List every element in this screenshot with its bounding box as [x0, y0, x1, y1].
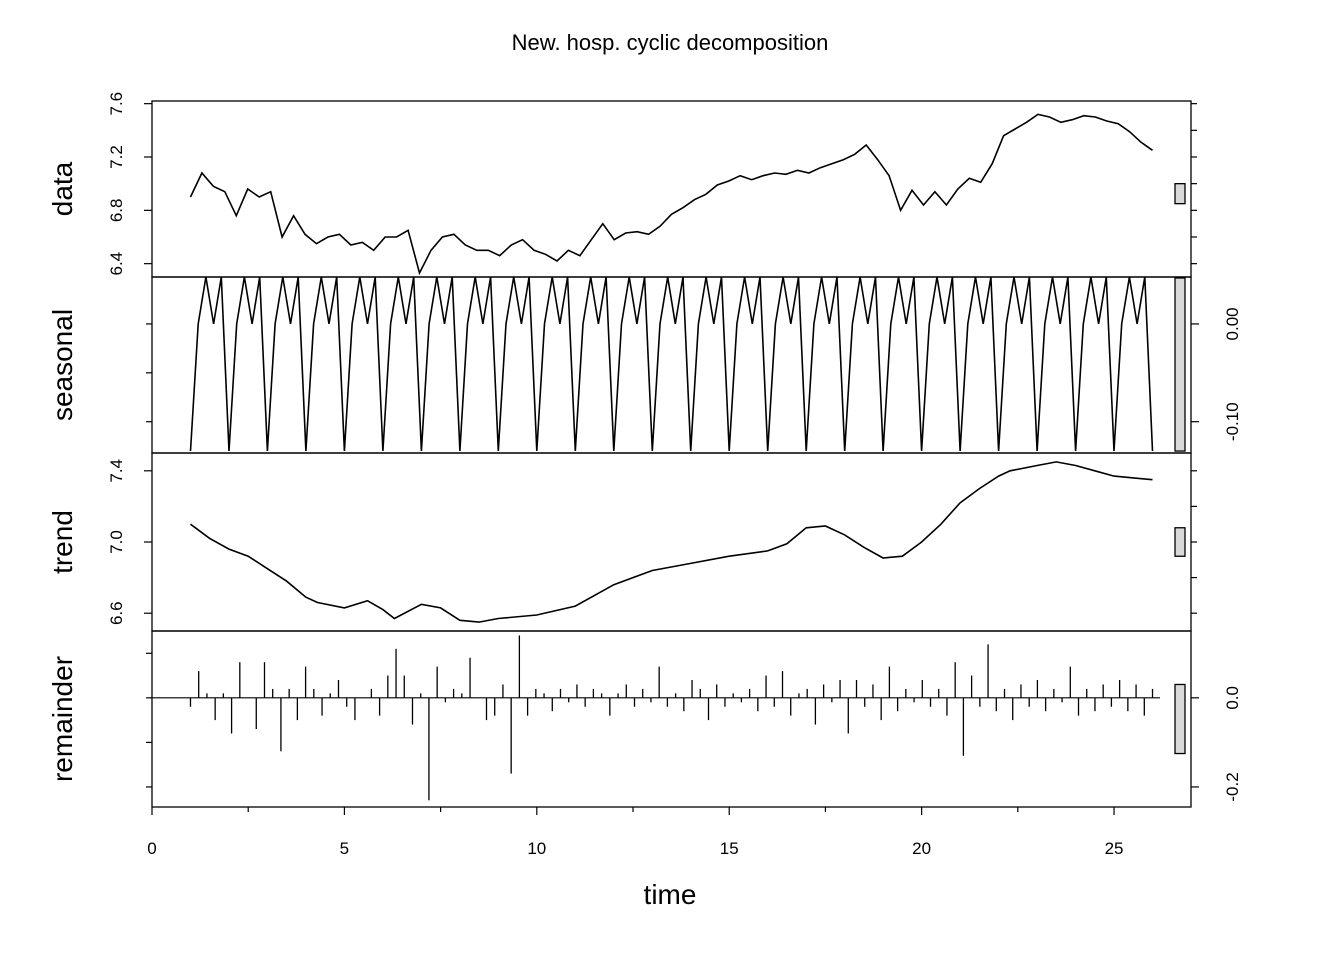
- trend-series-line: [190, 461, 1153, 623]
- data-tick-label: 6.4: [107, 252, 126, 276]
- x-tick-label: 10: [527, 839, 546, 858]
- seasonal-scale-bar: [1174, 277, 1186, 452]
- x-tick-label: 15: [720, 839, 739, 858]
- trend-scale-bar: [1174, 527, 1186, 557]
- x-axis: 0 5 10 15 20 25: [147, 807, 1123, 858]
- panel-remainder: remainder 0.0 -0.2: [47, 630, 1242, 808]
- remainder-frame: [151, 630, 1192, 808]
- x-tick-label: 0: [147, 839, 156, 858]
- data-series-line: [189, 113, 1153, 276]
- remainder-tick-label: -0.2: [1223, 772, 1242, 801]
- seasonal-tick-label: -0.10: [1223, 402, 1242, 441]
- trend-tick-label: 7.0: [107, 530, 126, 554]
- x-tick-label: 5: [340, 839, 349, 858]
- trend-axis-title: trend: [47, 510, 78, 574]
- seasonal-tick-label: 0.00: [1223, 307, 1242, 340]
- seasonal-axis-title: seasonal: [47, 309, 78, 421]
- chart-title: New. hosp. cyclic decomposition: [512, 30, 829, 55]
- x-axis-title: time: [644, 879, 697, 910]
- data-tick-label: 7.6: [107, 92, 126, 116]
- seasonal-series-line: [189, 276, 1154, 452]
- data-tick-label: 6.8: [107, 199, 126, 223]
- x-tick-label: 20: [912, 839, 931, 858]
- panel-seasonal: seasonal 0.00 -0.10: [47, 276, 1242, 454]
- remainder-scale-bar: [1174, 683, 1186, 755]
- trend-tick-label: 6.6: [107, 601, 126, 625]
- data-axis-title: data: [47, 161, 78, 216]
- trend-tick-label: 7.4: [107, 459, 126, 483]
- remainder-axis-title: remainder: [47, 656, 78, 782]
- x-tick-label: 25: [1105, 839, 1124, 858]
- data-tick-label: 7.2: [107, 145, 126, 169]
- panels: data 6.4 6.8 7.2 7.6 seasonal 0.00 -0.10 trend 6.…: [47, 92, 1242, 808]
- data-scale-bar: [1174, 183, 1186, 205]
- trend-frame: [151, 452, 1192, 632]
- panel-trend: trend 6.6 7.0 7.4: [47, 452, 1197, 632]
- remainder-tick-label: 0.0: [1223, 686, 1242, 710]
- panel-data: data 6.4 6.8 7.2 7.6: [47, 92, 1197, 278]
- data-frame: [151, 100, 1192, 278]
